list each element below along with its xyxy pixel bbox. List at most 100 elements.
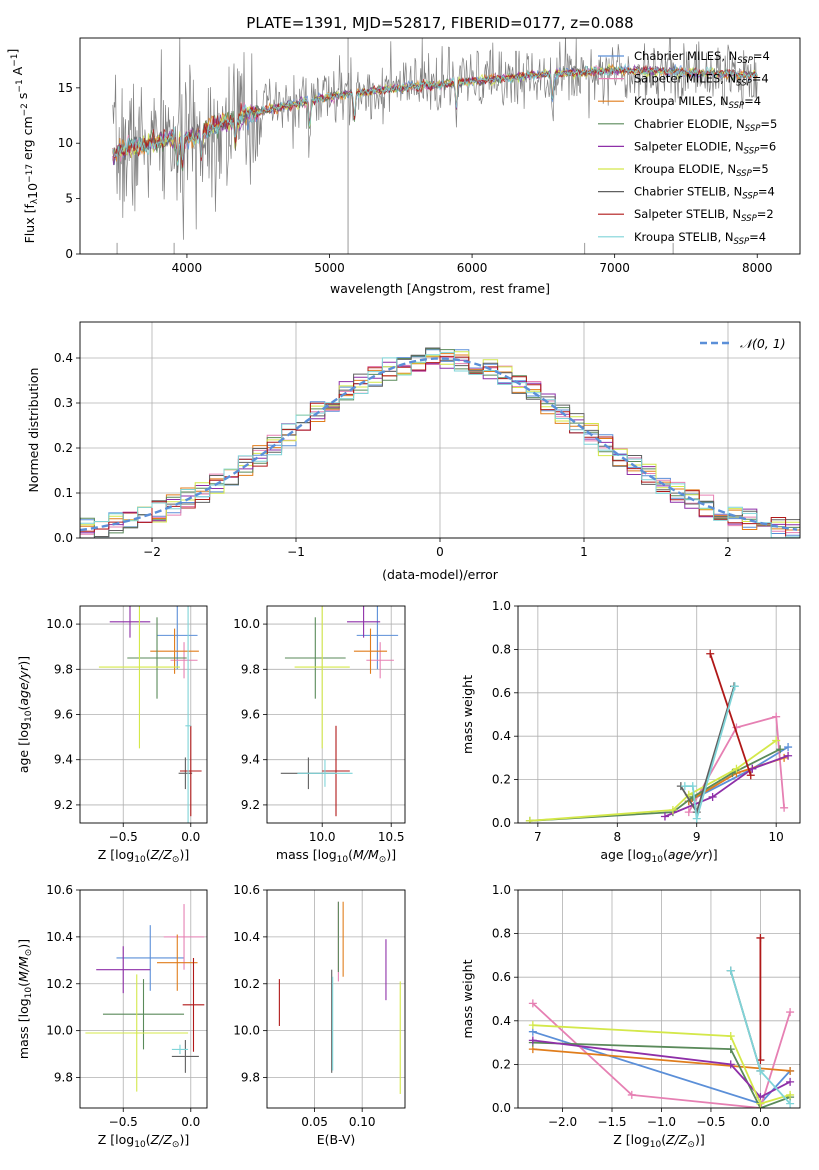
legend-label-part: Kroupa MILES, N: [634, 94, 729, 108]
y-tick-label: 0.0: [54, 531, 73, 545]
y-tick-label: 0: [65, 247, 73, 261]
x-axis-label-part: Z [log: [98, 847, 134, 862]
y-tick-label: 10.6: [233, 883, 260, 897]
weight-line-salpeter-miles: [688, 715, 785, 813]
y-tick-label: 0.6: [492, 686, 511, 700]
axes-frame: [79, 605, 208, 824]
y-tick-label: 0.0: [492, 1101, 511, 1115]
y-tick-label: 9.8: [241, 1071, 260, 1085]
spectrum-panel: 4000 5000 6000 7000 8000 0 5 10 15 wavelength [An…: [5, 37, 801, 296]
weight-point-kroupa-stelib: [730, 682, 739, 691]
legend-label-gaussian: 𝒩(0, 1): [740, 336, 786, 351]
legend-label-kroupa-elodie: Kroupa ELODIE, NSSP=5: [634, 162, 769, 179]
x-axis-label: age [log10(age/yr)]: [600, 847, 717, 865]
y-tick-label: 9.4: [54, 753, 73, 767]
y-axis-label-part: (: [16, 982, 31, 987]
y-tick-label: 15: [58, 81, 73, 95]
observed-spectrum-line: [112, 38, 758, 240]
x-axis-label-part: 10: [134, 1140, 146, 1150]
weight-point-salpeter-elodie: [726, 1060, 735, 1069]
legend-label-chabrier-elodie: Chabrier ELODIE, NSSP=5: [634, 117, 777, 134]
y-tick-label: 0.4: [54, 351, 73, 365]
x-tick-label: 10.5: [378, 830, 405, 844]
y-axis-label-part: s: [15, 93, 30, 104]
x-tick-label: 2: [724, 545, 732, 559]
y-tick-label: 9.6: [54, 708, 73, 722]
x-axis-label-part: 10: [652, 855, 664, 865]
x-tick-label: −1.5: [597, 1115, 626, 1129]
weight-point-kroupa-stelib: [756, 1066, 765, 1075]
weight-lines: [525, 649, 793, 823]
y-axis-label-part: −17: [25, 164, 35, 183]
weight-point-salpeter-elodie: [708, 792, 717, 801]
weight-line-salpeter-miles: [532, 1002, 791, 1108]
weight-point-salpeter-elodie: [784, 751, 793, 760]
mass-vs-ebv-panel: 0.05 0.10 9.8 10.0 10.2 10.4 10.6 E(B-V): [233, 883, 406, 1147]
weight-point-salpeter-miles: [772, 712, 781, 721]
legend-label-kroupa-miles: Kroupa MILES, NSSP=4: [634, 94, 761, 111]
x-axis-label-part: (: [146, 847, 151, 862]
age-vs-mass-panel: 10.0 10.5 9.2 9.4 9.6 9.8 10.0 mass [log10(M/M⊙…: [233, 605, 406, 865]
axes-frame: [266, 605, 406, 824]
y-axis-label-part: 10: [24, 710, 34, 722]
y-tick-label: 9.2: [241, 798, 260, 812]
legend-label-part: =2: [757, 207, 774, 221]
legend-label-part: Chabrier MILES, N: [634, 49, 737, 63]
x-axis-label-part: E(B-V): [317, 1132, 356, 1147]
y-tick-label: 0.0: [492, 816, 511, 830]
weight-point-kroupa-miles: [786, 1066, 795, 1075]
x-axis-label: Z [log10(Z/Z⊙)]: [98, 1132, 189, 1150]
weight-point-kroupa-stelib: [692, 814, 701, 823]
y-tick-label: 10.6: [46, 883, 73, 897]
y-tick-label: 0.3: [54, 396, 73, 410]
error-bars: [98, 606, 202, 823]
axes-frame: [517, 889, 801, 1109]
x-tick-label: 0.0: [181, 830, 200, 844]
legend-label-part: SSP: [742, 192, 758, 202]
legend-label-part: Kroupa ELODIE, N: [634, 162, 736, 176]
model-spectrum-kroupa-stelib: [112, 62, 758, 166]
y-tick-label: 1.0: [492, 883, 511, 897]
legend-label-kroupa-stelib: Kroupa STELIB, NSSP=4: [634, 230, 766, 247]
x-tick-label: 9: [693, 830, 701, 844]
y-axis-label-part: age/yr: [16, 665, 31, 706]
y-axis-label-part: age [log: [16, 722, 31, 773]
x-axis-label-part: Z/Z: [150, 1132, 173, 1147]
gaussian-curve: [80, 357, 798, 532]
x-axis-label-part: M/M: [353, 847, 379, 862]
weight-point-salpeter-stelib: [706, 649, 715, 658]
legend-label-salpeter-miles: Salpeter MILES, NSSP=4: [634, 72, 769, 89]
legend-label-part: SSP: [734, 237, 750, 247]
y-axis-label: mass weight: [460, 675, 475, 754]
weight-line-kroupa-elodie: [532, 1024, 791, 1105]
x-tick-label: −1: [287, 545, 305, 559]
legend-label-part: Salpeter STELIB, N: [634, 207, 741, 221]
x-axis-label-part: )]: [695, 1132, 705, 1147]
legend-label-chabrier-stelib: Chabrier STELIB, NSSP=4: [634, 185, 775, 202]
figure-title: PLATE=1391, MJD=52817, FIBERID=0177, z=0…: [246, 14, 633, 32]
legend-label-part: SSP: [729, 101, 745, 111]
weight-line-chabrier-elodie: [529, 748, 781, 822]
x-axis-label-part: mass [log: [276, 847, 337, 862]
y-tick-label: 0.1: [54, 486, 73, 500]
y-tick-label: 10.0: [233, 1024, 260, 1038]
y-axis-label-part: 10: [24, 987, 34, 999]
y-tick-label: 0.2: [492, 1057, 511, 1071]
x-axis-label-part: 10: [650, 1140, 662, 1150]
weight-line-salpeter-elodie: [532, 1039, 791, 1099]
weight-line-kroupa-elodie: [529, 739, 777, 822]
x-tick-label: 8000: [742, 261, 773, 275]
axes-frame: [517, 605, 801, 824]
y-axis-label: mass weight: [460, 959, 475, 1038]
weight-point-chabrier-elodie: [776, 745, 785, 754]
y-tick-label: 10.0: [46, 1024, 73, 1038]
model-spectrum-salpeter-elodie: [112, 63, 758, 166]
x-axis-label: (data-model)/error: [382, 567, 499, 582]
x-axis-label-part: Z [log: [98, 1132, 134, 1147]
x-axis-label-part: )]: [386, 847, 396, 862]
y-axis-label-part: ⊙: [24, 949, 34, 957]
y-tick-label: 9.2: [54, 798, 73, 812]
y-tick-label: 0.4: [492, 1014, 511, 1028]
weight-point-salpeter-miles: [780, 803, 789, 812]
